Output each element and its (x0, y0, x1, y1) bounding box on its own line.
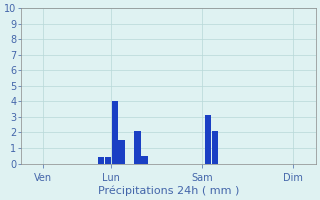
Bar (134, 131, 141, 164)
Bar (141, 156, 148, 164)
X-axis label: Précipitations 24h ( mm ): Précipitations 24h ( mm ) (98, 185, 239, 196)
Bar (212, 131, 218, 164)
Bar (112, 101, 118, 164)
Bar (118, 140, 125, 164)
Bar (105, 157, 111, 164)
Bar (98, 157, 104, 164)
Bar (205, 115, 211, 164)
